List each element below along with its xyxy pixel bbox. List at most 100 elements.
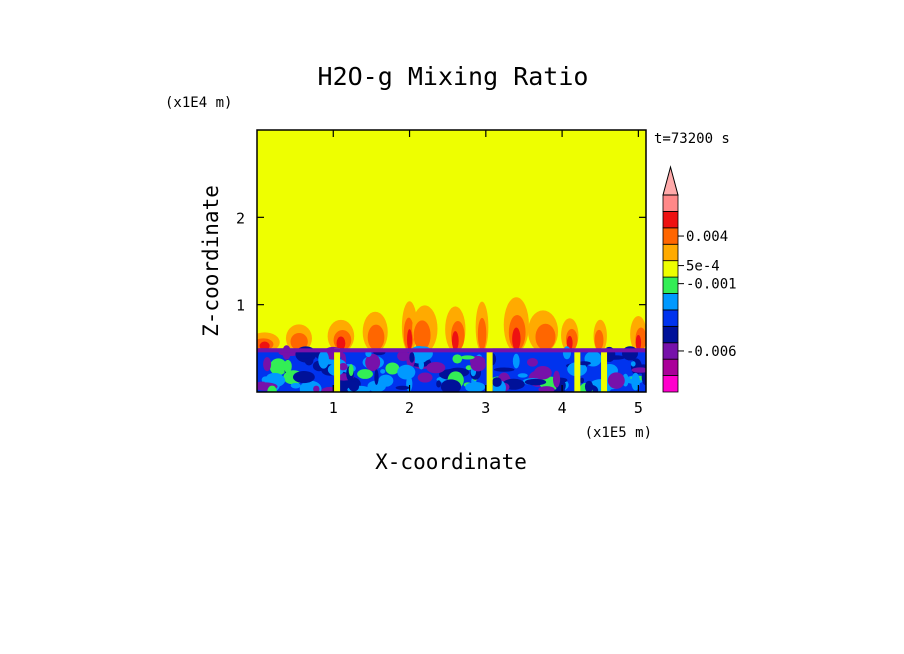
- boundary-cell: [365, 353, 381, 371]
- boundary-cell: [292, 371, 315, 384]
- boundary-cell: [380, 369, 386, 374]
- boundary-cell: [492, 377, 502, 387]
- x-tick-label: 5: [634, 399, 643, 417]
- time-label: t=73200 s: [654, 131, 730, 147]
- x-tick-label: 1: [329, 399, 338, 417]
- boundary-cell: [269, 358, 287, 376]
- boundary-cell: [533, 365, 552, 380]
- boundary-cell: [374, 369, 379, 385]
- colorbar-segment: [662, 358, 679, 376]
- x-scale-label: (x1E5 m): [585, 425, 652, 441]
- boundary-cell: [493, 367, 515, 372]
- y-axis-ticks: 12: [236, 209, 646, 315]
- y-tick-label: 1: [236, 297, 245, 315]
- colorbar-segment: [662, 243, 679, 262]
- boundary-cell: [553, 370, 561, 388]
- boundary-cell: [367, 380, 386, 392]
- boundary-cell: [512, 353, 520, 369]
- boundary-cell: [526, 357, 539, 367]
- x-tick-label: 3: [481, 399, 490, 417]
- boundary-cell: [395, 385, 410, 390]
- boundary-cell: [524, 378, 547, 386]
- colorbar-segment: [662, 375, 679, 393]
- colorbar-segment: [662, 309, 679, 327]
- boundary-cell: [303, 387, 309, 392]
- plot-area: [257, 130, 646, 392]
- plume-mid: [367, 324, 385, 351]
- boundary-cell: [577, 361, 591, 366]
- boundary-layer: [257, 345, 646, 392]
- colorbar-segment: [662, 260, 679, 278]
- boundary-cell: [348, 381, 360, 392]
- colorbar-label: -0.006: [686, 344, 737, 360]
- x-axis-ticks: 1 2 3 4 5: [329, 130, 643, 417]
- updraft-column: [486, 348, 493, 392]
- plume-core: [336, 336, 346, 351]
- colorbar-segment: [662, 342, 679, 360]
- boundary-cell: [385, 362, 400, 375]
- plume-mid: [413, 320, 431, 351]
- plume-mid: [594, 329, 604, 351]
- boundary-cell: [538, 386, 555, 392]
- boundary-cell: [348, 364, 354, 377]
- colorbar-segment: [662, 325, 679, 344]
- updraft-column: [601, 348, 608, 392]
- boundary-cell: [465, 365, 473, 371]
- plume-mid: [477, 317, 487, 351]
- boundary-cell: [290, 382, 301, 389]
- colorbar-segment: [662, 227, 679, 245]
- colorbar-segment: [662, 293, 679, 311]
- boundary-cell: [631, 367, 646, 373]
- colorbar-segment: [662, 276, 679, 294]
- boundary-cell: [409, 351, 415, 363]
- boundary-top-edge: [257, 348, 646, 353]
- colorbar-segment: [662, 211, 679, 229]
- boundary-cell: [440, 379, 462, 392]
- boundary-cell: [318, 350, 329, 369]
- boundary-cell: [436, 380, 442, 388]
- moisture-plumes: [257, 297, 646, 353]
- boundary-cell: [313, 385, 320, 392]
- plume-mid: [535, 323, 556, 351]
- plume-core: [451, 331, 459, 351]
- boundary-cell: [297, 353, 312, 359]
- boundary-cell: [267, 385, 277, 392]
- boundary-cell: [630, 361, 636, 367]
- plume-core: [259, 341, 270, 351]
- updraft-column: [574, 348, 581, 392]
- colorbar: 0.004 5e-4 -0.001 -0.006: [662, 165, 737, 393]
- plume-core: [635, 335, 642, 351]
- boundary-cell: [641, 368, 646, 386]
- boundary-cell: [338, 362, 348, 371]
- colorbar-extend-max: [662, 165, 679, 196]
- colorbar-label: -0.001: [686, 277, 737, 293]
- y-tick-label: 2: [236, 209, 245, 227]
- boundary-cell: [579, 377, 585, 384]
- boundary-cell: [417, 372, 433, 383]
- plume-core: [406, 329, 413, 351]
- boundary-cell: [607, 372, 625, 389]
- boundary-cell: [418, 360, 425, 370]
- boundary-cell: [283, 359, 292, 373]
- boundary-cell: [452, 354, 463, 364]
- boundary-cell: [584, 380, 594, 392]
- boundary-cell: [397, 350, 410, 362]
- colorbar-label: 5e-4: [686, 259, 720, 275]
- boundary-cell: [517, 373, 528, 378]
- plume-mid: [290, 332, 308, 351]
- boundary-cell: [397, 364, 416, 380]
- plume-core: [512, 327, 521, 351]
- colorbar-segment: [662, 194, 679, 212]
- boundary-cell: [631, 372, 640, 391]
- y-scale-label: (x1E4 m): [165, 95, 232, 111]
- colorbar-label: 0.004: [686, 229, 728, 245]
- boundary-cell: [357, 369, 373, 379]
- boundary-cell: [460, 355, 475, 360]
- boundary-cell: [263, 357, 272, 372]
- plot-frame: [256, 129, 647, 393]
- boundary-cell: [465, 382, 478, 392]
- x-axis-label: X-coordinate: [375, 450, 527, 474]
- y-axis-label: Z-coordinate: [199, 185, 223, 337]
